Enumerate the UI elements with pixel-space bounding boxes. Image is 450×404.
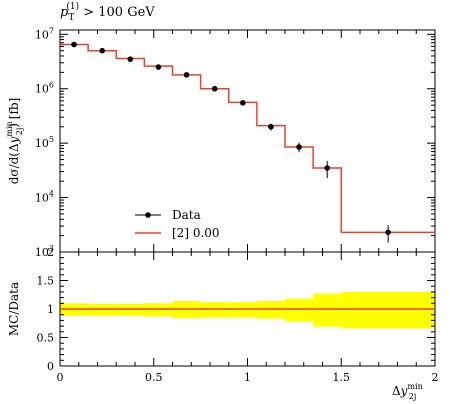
ratio-band-segment [341, 291, 435, 329]
x-tick-label: 0.5 [145, 371, 163, 384]
ratio-band-segment [144, 303, 173, 317]
x-tick-label: 1.5 [333, 371, 351, 384]
data-point [268, 123, 274, 130]
ratio-band [60, 291, 435, 329]
ratio-y-ticks: 0 0.5 1 1.5 2 [37, 246, 435, 373]
ratio-band-segment [228, 302, 257, 318]
ratio-band-segment [256, 301, 285, 319]
legend-data-label: Data [172, 208, 201, 222]
ratio-y-axis-title: MC/Data [7, 282, 21, 336]
ratio-band-segment [116, 303, 145, 316]
x-tick-label: 1 [244, 371, 251, 384]
ratio-panel: 0 0.5 1 1.5 2 MC/Data 0 0.5 1 1.5 2 Δymin 2j [7, 30, 439, 401]
ratio-y-tick-label: 2 [47, 246, 54, 259]
data-point [385, 229, 391, 236]
ratio-band-segment [200, 302, 229, 318]
ratio-band-segment [285, 298, 314, 322]
data-point [183, 72, 190, 78]
data-point [71, 41, 77, 48]
legend-mc-label: [2] 0.00 [172, 226, 220, 240]
ratio-band-segment [88, 303, 117, 316]
x-axis-title: Δymin 2j [392, 382, 423, 401]
data-point [99, 47, 105, 54]
main-y-tick-label: 103 [35, 244, 54, 259]
legend-item-mc: [2] 0.00 [135, 226, 220, 240]
legend-item-data: Data [135, 208, 201, 222]
data-point [240, 100, 246, 106]
mc-step-line [60, 43, 435, 234]
data-point [324, 165, 330, 171]
main-y-axis-title: dσ/d(Δymin2j) [fb] [5, 98, 24, 185]
plot-header: pT(1) > 100 GeV [60, 1, 155, 23]
main-y-tick-label: 104 [35, 190, 54, 205]
x-tick-label: 0 [57, 371, 64, 384]
ratio-y-tick-label: 0 [47, 360, 54, 373]
data-point [155, 64, 162, 70]
main-plot-frame [59, 29, 436, 253]
data-point [296, 144, 302, 150]
main-y-tick-label: 107 [35, 26, 54, 41]
ratio-y-tick-label: 0.5 [37, 332, 55, 345]
x-ticks: 0 0.5 1 1.5 2 [57, 30, 439, 384]
ratio-y-tick-label: 1 [47, 303, 54, 316]
ratio-y-tick-label: 1.5 [37, 275, 55, 288]
main-y-ticks: 103 104 105 106 107 [35, 26, 435, 259]
main-y-tick-label: 106 [35, 81, 54, 96]
ratio-band-segment [313, 293, 342, 327]
data-point [211, 85, 218, 92]
data-point [127, 56, 134, 62]
legend: Data [2] 0.00 [135, 208, 220, 240]
main-panel: 103 104 105 106 107 dσ/d(Δymin2j) [fb] Data … [5, 26, 436, 259]
legend-data-marker [145, 212, 151, 218]
x-tick-label: 2 [432, 371, 439, 384]
main-y-tick-label: 105 [35, 135, 54, 150]
main-series [60, 41, 435, 243]
